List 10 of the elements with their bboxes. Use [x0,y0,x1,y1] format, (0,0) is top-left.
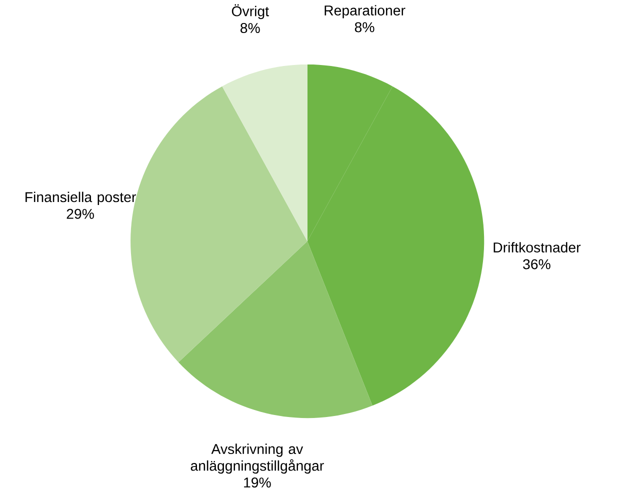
data-label: 29% [66,208,94,219]
slice-label: Driftkostnader [494,242,581,253]
slice-label: Finansiella poster [26,192,136,206]
data-label: 36% [523,259,550,270]
slice-label: Reparationer [324,5,406,18]
data-label: 19% [244,478,271,488]
slice-label: Avskrivning av anläggningstillgångar [190,444,324,474]
slice-label: Övrigt [232,4,269,20]
data-label: 8% [240,23,260,34]
data-label: 8% [354,22,374,32]
